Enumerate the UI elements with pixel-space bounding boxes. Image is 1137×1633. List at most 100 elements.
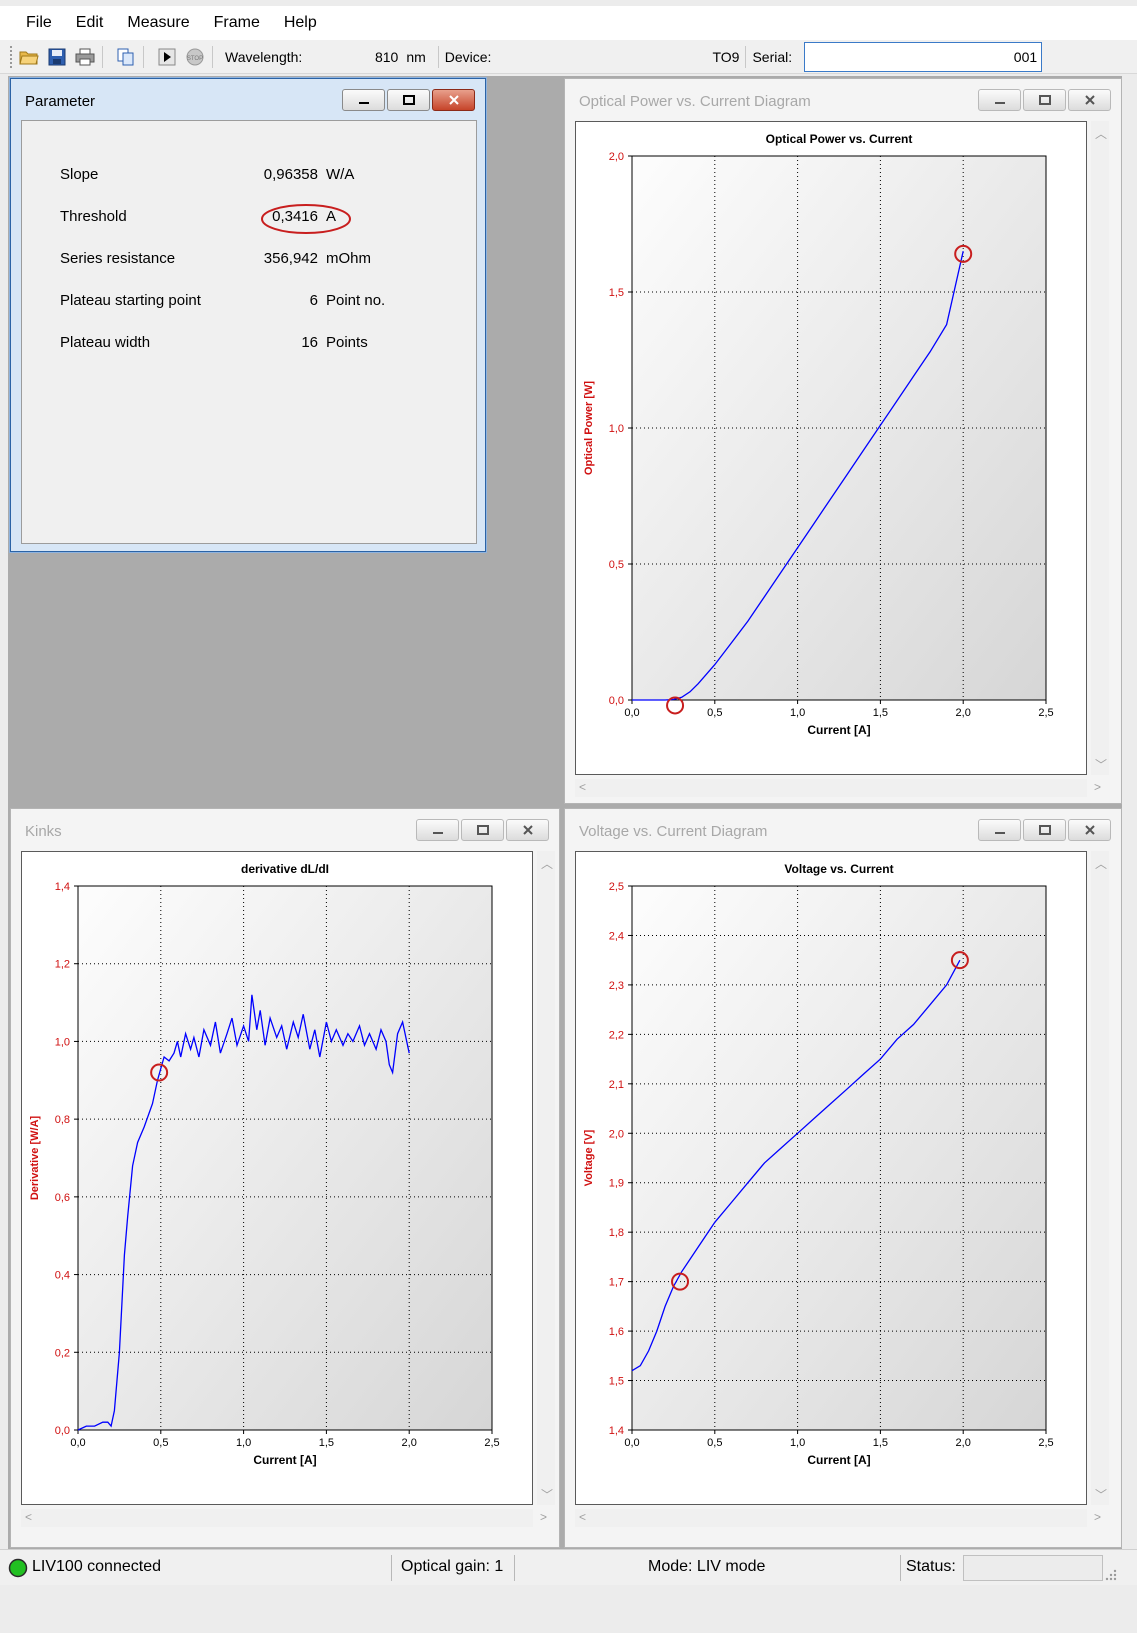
x-tick-label: 0,5 [707,707,722,719]
chart-title: Optical Power vs. Current [766,132,913,146]
param-value-plateau-start: 6 [309,292,318,309]
resize-grip-icon[interactable] [1104,1568,1118,1582]
voltage-window[interactable]: Voltage vs. Current Diagram Voltage vs. … [564,808,1122,1548]
stop-icon[interactable]: STOP [184,46,206,68]
mode-text: Mode: LIV mode [648,1558,766,1575]
menu-file[interactable]: File [26,14,52,31]
parameter-titlebar[interactable]: Parameter [11,79,485,113]
y-tick-label: 1,7 [609,1277,624,1289]
menu-measure[interactable]: Measure [127,14,190,31]
y-tick-label: 2,0 [609,1128,624,1140]
close-button[interactable] [1068,89,1111,111]
toolbar-separator [143,45,144,68]
device-value[interactable]: TO9 [712,48,740,65]
param-unit-slope: W/A [326,166,355,183]
vertical-scrollbar[interactable]: ︿ ﹀ [1091,851,1109,1505]
scroll-down-arrow[interactable]: ﹀ [541,1488,554,1502]
y-axis-label: Optical Power [W] [583,381,595,475]
optical-gain-text: Optical gain: 1 [401,1558,504,1575]
scroll-down-arrow[interactable]: ﹀ [1095,1488,1108,1502]
scroll-up-arrow[interactable]: ︿ [541,857,554,871]
x-tick-label: 1,0 [790,1437,805,1449]
kinks-titlebar[interactable]: Kinks [11,809,559,843]
param-label-series-resistance: Series resistance [60,250,176,267]
optical-chart-frame: Optical Power vs. Current 0,0 0,5 1,0 1,5 2,0… [575,121,1087,775]
x-axis-label: Current [A] [807,1453,870,1467]
menu-help[interactable]: Help [283,14,317,31]
y-tick-label: 1,0 [609,423,624,435]
x-tick-label: 1,0 [790,707,805,719]
x-tick-label: 2,5 [1038,1437,1053,1449]
scroll-right-arrow[interactable]: > [1093,780,1101,794]
print-icon[interactable] [74,46,96,68]
maximize-button[interactable] [1023,89,1066,111]
chart-title: derivative dL/dI [241,862,329,876]
voltage-chart-frame: Voltage vs. Current 0,0 0,5 1,0 1,5 2,0 2,5 1,4… [575,851,1087,1505]
param-value-slope: 0,96358 [263,166,318,183]
parameter-window[interactable]: Parameter Slope 0,96358 W/A Threshold 0,… [10,78,486,552]
x-tick-label: 2,5 [484,1437,499,1449]
x-axis-label: Current [A] [253,1453,316,1467]
horizontal-scrollbar[interactable]: < > [575,779,1101,797]
toolbar: STOP Wavelength: 810 nm Device: TO9 Seri… [0,40,1137,74]
vertical-scrollbar[interactable]: ︿ ﹀ [1091,121,1109,775]
minimize-button[interactable] [416,819,459,841]
serial-input[interactable] [804,41,1043,72]
kinks-window-title: Kinks [25,823,62,840]
wavelength-value[interactable]: 810 [374,48,399,65]
y-tick-label: 1,5 [609,287,624,299]
minimize-button[interactable] [978,819,1021,841]
y-tick-label: 2,1 [609,1079,624,1091]
close-button[interactable] [506,819,549,841]
scroll-left-arrow[interactable]: < [579,1510,587,1524]
horizontal-scrollbar[interactable]: < > [575,1509,1101,1527]
minimize-button[interactable] [342,89,385,111]
run-icon[interactable] [156,46,178,68]
wavelength-unit: nm [406,48,426,65]
vertical-scrollbar[interactable]: ︿ ﹀ [537,851,555,1505]
status-label: Status: [906,1558,956,1575]
scroll-left-arrow[interactable]: < [579,780,587,794]
toolbar-separator [437,45,439,68]
y-tick-label: 2,3 [609,980,624,992]
close-button[interactable] [432,89,475,111]
scroll-left-arrow[interactable]: < [25,1510,33,1524]
x-tick-label: 0,0 [624,707,639,719]
y-tick-label: 0,2 [55,1347,70,1359]
y-tick-label: 1,0 [55,1036,70,1048]
param-label-slope: Slope [60,166,99,183]
voltage-titlebar[interactable]: Voltage vs. Current Diagram [565,809,1121,843]
scroll-down-arrow[interactable]: ﹀ [1095,758,1108,772]
scroll-right-arrow[interactable]: > [1093,1510,1101,1524]
menu-edit[interactable]: Edit [75,14,104,31]
y-tick-label: 0,5 [609,559,624,571]
status-separator [900,1555,901,1581]
maximize-button[interactable] [461,819,504,841]
scroll-up-arrow[interactable]: ︿ [1095,857,1108,871]
horizontal-scrollbar[interactable]: < > [21,1509,547,1527]
copy-icon[interactable] [115,46,137,68]
svg-text:STOP: STOP [187,56,203,62]
x-tick-label: 2,0 [956,1437,971,1449]
x-axis-label: Current [A] [807,723,870,737]
save-icon[interactable] [46,46,68,68]
close-button[interactable] [1068,819,1111,841]
open-folder-icon[interactable] [18,46,40,68]
menu-frame[interactable]: Frame [213,14,260,31]
kinks-chart: derivative dL/dI 0,0 0,5 1,0 1,5 2,0 2,5 0,0 0,2… [29,862,500,1467]
parameter-window-title: Parameter [25,93,96,110]
kinks-window[interactable]: Kinks derivative dL/dI 0,0 0,5 1,0 1,5 2,0 2,5… [10,808,560,1548]
toolbar-grip[interactable] [10,45,12,68]
status-field [963,1555,1103,1581]
param-label-plateau-start: Plateau starting point [60,292,201,309]
maximize-button[interactable] [1023,819,1066,841]
scroll-up-arrow[interactable]: ︿ [1095,127,1108,141]
optical-power-window[interactable]: Optical Power vs. Current Diagram Optica… [564,78,1122,804]
maximize-button[interactable] [387,89,430,111]
highlight-marker [950,951,969,970]
optical-titlebar[interactable]: Optical Power vs. Current Diagram [565,79,1121,113]
scroll-right-arrow[interactable]: > [539,1510,547,1524]
param-unit-threshold: A [326,208,337,225]
minimize-button[interactable] [978,89,1021,111]
x-tick-label: 0,0 [70,1437,85,1449]
